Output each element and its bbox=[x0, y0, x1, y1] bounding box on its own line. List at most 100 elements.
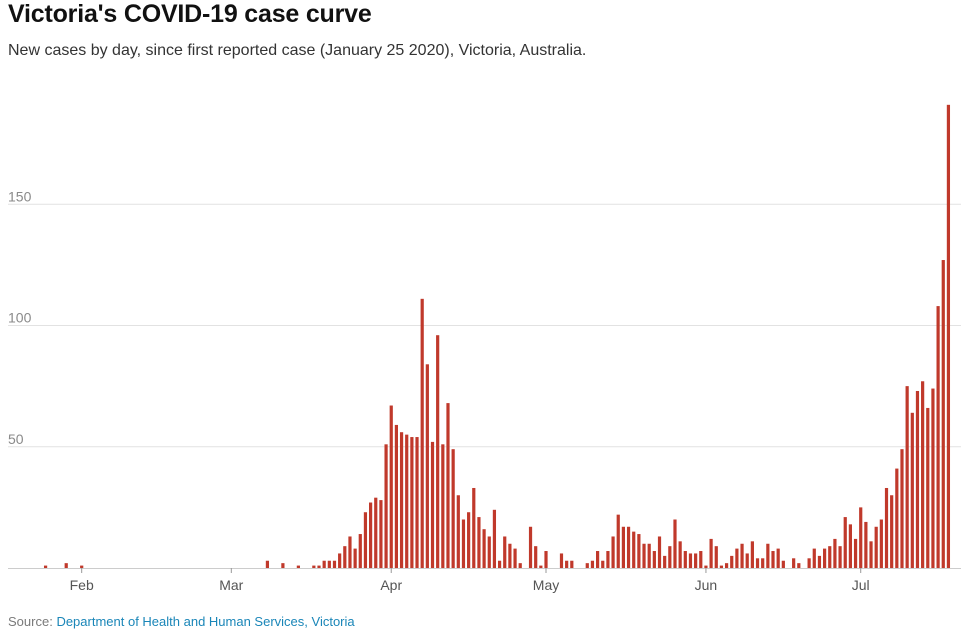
bar bbox=[394, 424, 398, 568]
bar bbox=[678, 541, 682, 568]
bar bbox=[905, 386, 909, 569]
bar bbox=[539, 565, 543, 568]
bar bbox=[358, 534, 362, 568]
bar bbox=[874, 526, 878, 568]
x-tick-label: Apr bbox=[380, 577, 402, 593]
bar bbox=[410, 437, 414, 568]
bar bbox=[755, 558, 760, 568]
bar bbox=[792, 558, 796, 568]
bar bbox=[771, 551, 775, 568]
x-tick-label: May bbox=[533, 577, 559, 593]
bar bbox=[781, 560, 785, 568]
bar bbox=[652, 551, 656, 568]
bar bbox=[730, 555, 734, 569]
bar bbox=[915, 390, 920, 568]
bar bbox=[859, 507, 863, 568]
bar bbox=[812, 548, 816, 568]
bar bbox=[327, 560, 331, 568]
bar bbox=[508, 543, 512, 568]
bar bbox=[374, 497, 378, 568]
source-link[interactable]: Department of Health and Human Services,… bbox=[56, 614, 355, 629]
bar bbox=[719, 565, 724, 568]
bar bbox=[900, 449, 904, 568]
bar bbox=[853, 538, 858, 568]
bar bbox=[332, 560, 337, 568]
bar bbox=[807, 558, 811, 568]
bar bbox=[657, 536, 662, 568]
bar bbox=[590, 560, 595, 568]
bar bbox=[890, 495, 894, 568]
bar bbox=[43, 565, 48, 568]
chart-title: Victoria's COVID-19 case curve bbox=[8, 0, 372, 28]
bar bbox=[921, 381, 925, 568]
x-tick-label: Mar bbox=[219, 577, 243, 593]
x-tick-label: Jul bbox=[852, 577, 870, 593]
bar bbox=[879, 519, 883, 568]
bar bbox=[296, 565, 300, 568]
bar bbox=[616, 514, 620, 568]
bar bbox=[596, 551, 600, 568]
bar bbox=[621, 526, 625, 568]
x-tick-label: Jun bbox=[695, 577, 718, 593]
bar bbox=[946, 104, 951, 568]
bar bbox=[673, 519, 677, 568]
bar bbox=[931, 388, 935, 568]
bar bbox=[528, 526, 533, 568]
bar bbox=[384, 444, 388, 568]
bar bbox=[828, 546, 832, 568]
bar bbox=[910, 412, 914, 568]
bar bbox=[80, 565, 84, 568]
bar bbox=[317, 565, 321, 568]
bar bbox=[941, 260, 945, 568]
bar bbox=[281, 563, 285, 568]
bar bbox=[776, 548, 780, 568]
bar bbox=[735, 548, 739, 568]
bar bbox=[663, 555, 667, 569]
bar bbox=[585, 563, 589, 568]
bar bbox=[487, 536, 491, 568]
bar bbox=[848, 524, 852, 568]
bar bbox=[709, 538, 713, 568]
bar bbox=[389, 405, 393, 568]
bar bbox=[503, 536, 507, 568]
bar bbox=[420, 298, 424, 568]
bar bbox=[740, 543, 744, 568]
bar bbox=[405, 434, 409, 569]
bar bbox=[461, 519, 466, 568]
bar bbox=[699, 551, 703, 568]
bar bbox=[714, 546, 718, 568]
bar bbox=[570, 560, 574, 568]
bar bbox=[626, 526, 631, 568]
bar bbox=[534, 546, 538, 568]
bar bbox=[467, 512, 471, 568]
bar bbox=[64, 563, 68, 568]
bar bbox=[745, 553, 749, 568]
bar bbox=[606, 551, 610, 568]
y-tick-label: 50 bbox=[8, 431, 24, 447]
bar bbox=[642, 543, 646, 568]
bar bbox=[446, 403, 450, 568]
bar bbox=[838, 546, 842, 568]
bar bbox=[864, 521, 868, 568]
bar bbox=[544, 551, 548, 568]
bar bbox=[312, 565, 316, 568]
chart-subtitle: New cases by day, since first reported c… bbox=[8, 42, 587, 59]
bar bbox=[369, 502, 373, 568]
bar bbox=[353, 548, 357, 568]
bar bbox=[518, 563, 522, 568]
bar bbox=[688, 553, 693, 568]
bar bbox=[415, 437, 419, 568]
bar bbox=[611, 536, 615, 568]
bar bbox=[601, 560, 605, 568]
bar bbox=[379, 500, 383, 568]
bar bbox=[430, 441, 435, 568]
bar bbox=[565, 560, 569, 568]
bar bbox=[477, 517, 481, 568]
bar bbox=[843, 517, 847, 568]
bar bbox=[456, 495, 460, 568]
bar bbox=[884, 487, 889, 568]
bar bbox=[436, 335, 440, 568]
bar bbox=[766, 543, 770, 568]
bar bbox=[750, 541, 754, 568]
